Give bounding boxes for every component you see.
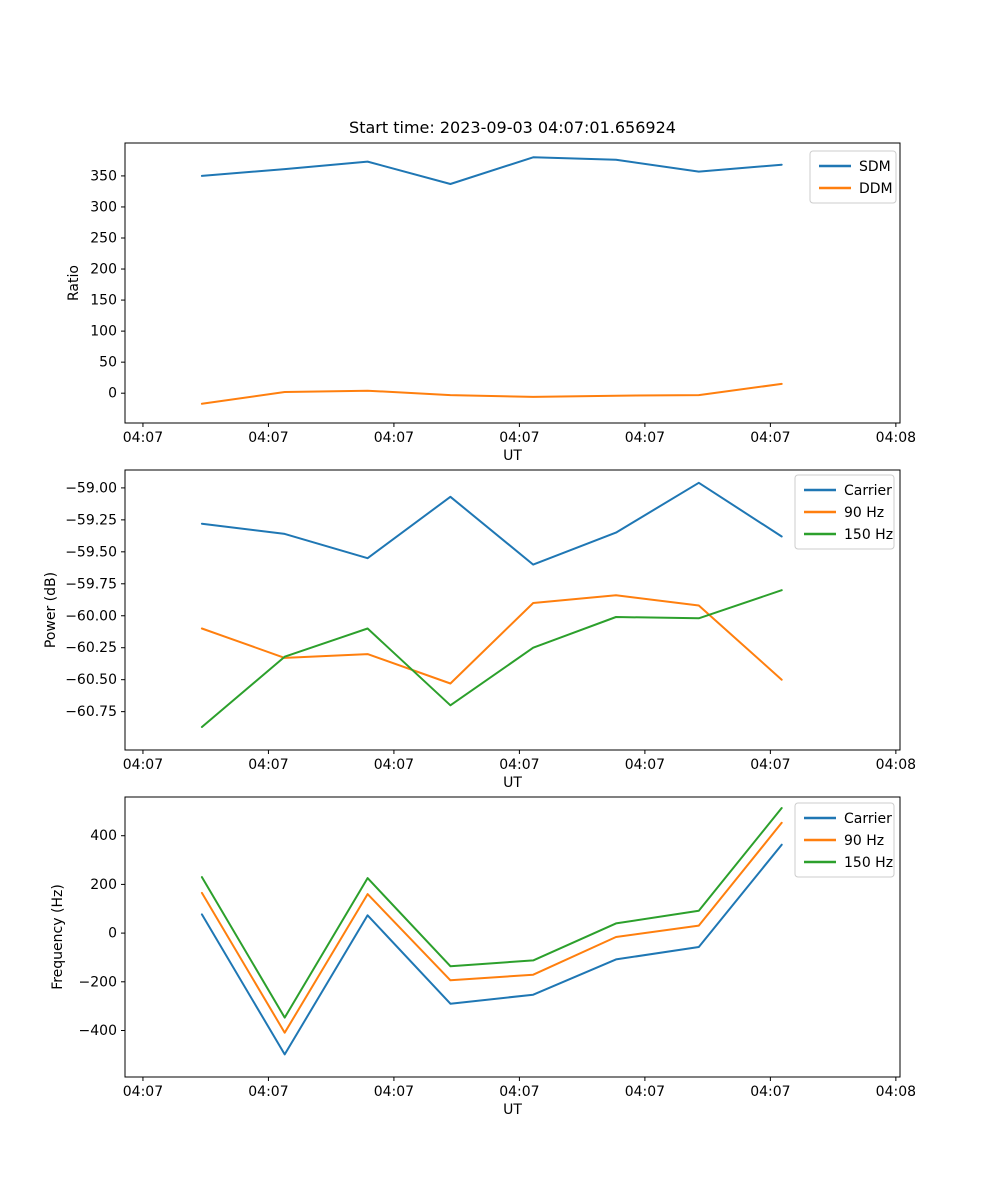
legend-label: Carrier [844, 483, 892, 499]
x-tick-label: 04:07 [499, 430, 539, 446]
legend-box [794, 802, 895, 878]
series-line-carrier [200, 843, 783, 1056]
legend-box [809, 150, 897, 204]
x-tick-label: 04:08 [876, 430, 916, 446]
y-tick-label: −200 [79, 974, 117, 990]
subplot-power: −60.75 −60.50 −60.25 −60.00 −59.75 −59.50 −59.… [43, 469, 916, 791]
legend-box [794, 474, 895, 550]
axes-frame [124, 142, 901, 424]
y-axis-label: Frequency (Hz) [50, 884, 66, 990]
y-tick-label: −59.50 [65, 544, 117, 560]
series-line-150-hz [200, 589, 783, 728]
legend-label: 150 Hz [844, 527, 893, 543]
x-tick-label: 04:07 [499, 757, 539, 773]
x-tick-label: 04:07 [499, 1084, 539, 1100]
y-tick-label: −60.00 [65, 608, 117, 624]
x-tick-label: 04:07 [248, 1084, 288, 1100]
y-tick-label: 200 [90, 262, 117, 278]
x-tick-label: 04:07 [123, 757, 163, 773]
series-line-90-hz [200, 594, 783, 685]
x-tick-label: 04:07 [248, 430, 288, 446]
chart-title: Start time: 2023-09-03 04:07:01.656924 [349, 118, 676, 137]
legend-label: DDM [859, 181, 893, 197]
x-tick-label: 04:07 [374, 430, 414, 446]
legend-label: 90 Hz [844, 505, 884, 521]
x-tick-label: 04:08 [876, 757, 916, 773]
y-tick-label: −60.50 [65, 672, 117, 688]
legend-label: 150 Hz [844, 855, 893, 871]
x-tick-label: 04:07 [123, 430, 163, 446]
y-tick-label: −60.75 [65, 704, 117, 720]
x-tick-label: 04:07 [123, 1084, 163, 1100]
series-line-carrier [200, 481, 783, 566]
x-axis-label: UT [503, 1102, 522, 1118]
y-tick-label: −59.75 [65, 576, 117, 592]
x-tick-label: 04:07 [750, 757, 790, 773]
legend-label: 90 Hz [844, 833, 884, 849]
x-tick-label: 04:07 [625, 1084, 665, 1100]
y-tick-label: 400 [90, 828, 117, 844]
y-tick-label: −400 [79, 1023, 117, 1039]
x-tick-label: 04:07 [750, 430, 790, 446]
x-tick-label: 04:07 [248, 757, 288, 773]
x-tick-label: 04:07 [625, 757, 665, 773]
y-tick-label: 0 [108, 386, 117, 402]
x-tick-label: 04:07 [374, 757, 414, 773]
y-tick-label: 50 [99, 355, 117, 371]
subplot-frequency: −400 −200 0 200 400 04:07 04:07 04:07 04:07 04:07… [50, 796, 916, 1118]
series-line-ddm [200, 382, 783, 405]
x-axis-label: UT [503, 448, 522, 464]
y-axis-label: Power (dB) [43, 572, 59, 648]
legend-label: Carrier [844, 811, 892, 827]
series-line-150-hz [200, 807, 783, 1019]
y-tick-label: 200 [90, 877, 117, 893]
y-tick-label: 350 [90, 168, 117, 184]
y-tick-label: −60.25 [65, 640, 117, 656]
x-tick-label: 04:08 [876, 1084, 916, 1100]
x-tick-label: 04:07 [374, 1084, 414, 1100]
y-tick-label: 250 [90, 230, 117, 246]
x-tick-label: 04:07 [625, 430, 665, 446]
y-tick-label: 300 [90, 199, 117, 215]
y-tick-label: −59.00 [65, 480, 117, 496]
y-tick-label: 150 [90, 293, 117, 309]
y-tick-label: 100 [90, 324, 117, 340]
y-tick-label: 0 [108, 926, 117, 942]
y-axis-label: Ratio [66, 265, 82, 301]
legend-label: SDM [859, 159, 891, 175]
series-line-sdm [200, 156, 783, 185]
series-line-90-hz [200, 821, 783, 1034]
x-tick-label: 04:07 [750, 1084, 790, 1100]
axes-frame [124, 796, 901, 1078]
subplot-ratio: 0 50 100 150 200 250 300 350 04:07 04:07 04:07 04:0… [66, 118, 916, 464]
x-axis-label: UT [503, 775, 522, 791]
axes-frame [124, 469, 901, 751]
y-tick-label: −59.25 [65, 512, 117, 528]
